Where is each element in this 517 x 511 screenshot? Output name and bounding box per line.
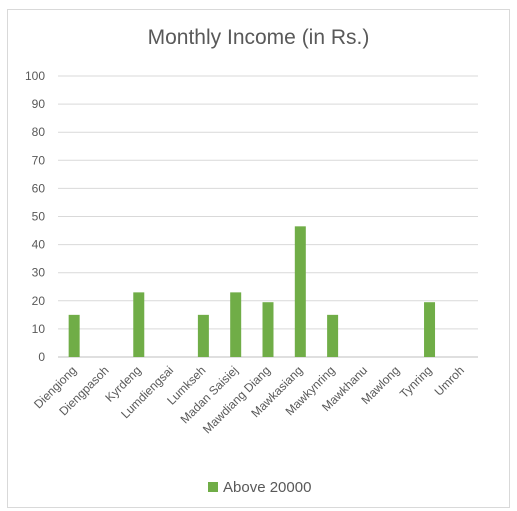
y-tick-label: 60 <box>32 181 46 195</box>
bar <box>230 292 242 357</box>
y-tick-label: 40 <box>32 238 46 252</box>
y-tick-label: 50 <box>32 210 46 224</box>
x-tick-label: Tynring <box>397 363 435 401</box>
bar <box>197 314 209 357</box>
y-tick-label: 90 <box>32 97 46 111</box>
bar <box>68 314 80 357</box>
y-tick-label: 10 <box>32 322 46 336</box>
y-tick-label: 20 <box>32 294 46 308</box>
bar <box>424 302 436 357</box>
chart-frame <box>7 9 510 508</box>
y-tick-label: 30 <box>32 266 46 280</box>
bar <box>294 226 306 357</box>
y-tick-label: 0 <box>38 350 45 364</box>
legend-swatch <box>208 482 218 492</box>
chart-title: Monthly Income (in Rs.) <box>147 26 370 49</box>
y-tick-label: 100 <box>25 69 45 83</box>
y-tick-label: 80 <box>32 125 46 139</box>
legend-label: Above 20000 <box>223 479 311 496</box>
bar <box>133 292 145 357</box>
y-tick-label: 70 <box>32 153 46 167</box>
bar <box>262 302 274 357</box>
x-tick-label: Umroh <box>432 363 467 398</box>
bar <box>327 314 339 357</box>
